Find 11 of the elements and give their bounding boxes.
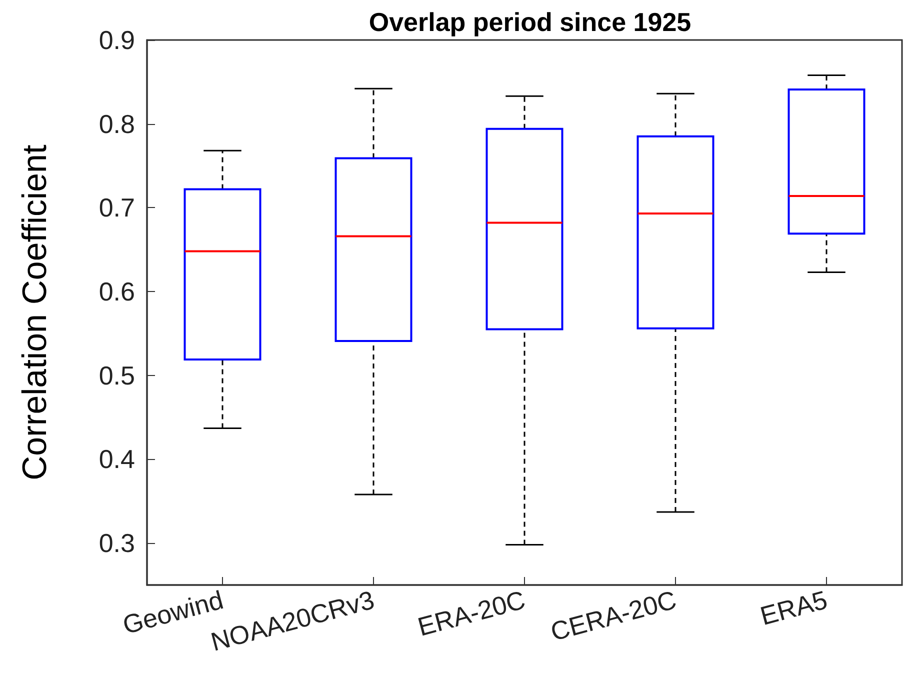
y-tick-label: 0.4 (98, 444, 135, 474)
x-tick-label: ERA5 (757, 584, 830, 632)
y-tick-label: 0.6 (98, 276, 135, 307)
y-tick-label: 0.3 (98, 528, 135, 558)
y-tick-label: 0.5 (98, 360, 135, 390)
y-tick-label: 0.9 (98, 25, 135, 55)
y-tick-label: 0.8 (98, 108, 135, 139)
y-axis-title: Correlation Coefficient (16, 144, 54, 480)
x-tick-label: ERA-20C (414, 584, 528, 642)
y-tick-label: 0.7 (98, 192, 135, 223)
chart-title: Overlap period since 1925 (368, 7, 692, 37)
